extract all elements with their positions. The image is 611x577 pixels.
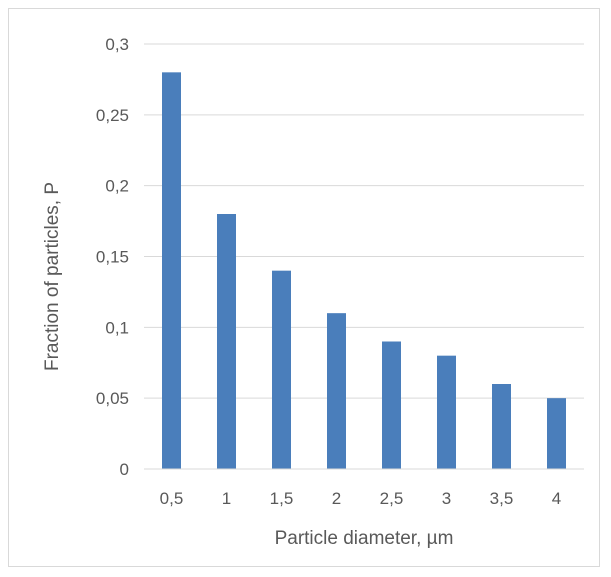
y-axis-title: Fraction of particles, P	[42, 182, 63, 371]
y-tick-label: 0,2	[105, 177, 129, 196]
y-tick-labels: 0 0,05 0,1 0,15 0,2 0,25 0,3	[96, 35, 129, 479]
x-tick-label: 1,5	[270, 489, 294, 508]
y-tick-label: 0,05	[96, 389, 129, 408]
bar	[162, 72, 181, 469]
bar	[217, 214, 236, 469]
x-tick-label: 2,5	[380, 489, 404, 508]
x-tick-label: 1	[222, 489, 231, 508]
bar	[547, 398, 566, 469]
bar	[272, 270, 291, 469]
y-tick-label: 0,15	[96, 248, 129, 267]
chart-frame	[8, 8, 600, 567]
y-tick-label: 0,3	[105, 35, 129, 54]
x-tick-label: 3	[442, 489, 451, 508]
y-tick-label: 0,1	[105, 318, 129, 337]
bar	[437, 355, 456, 469]
bars	[162, 72, 566, 469]
bar	[327, 313, 346, 469]
x-axis-title: Particle diameter, µm	[275, 528, 454, 549]
x-tick-label: 4	[552, 489, 561, 508]
x-tick-label: 3,5	[490, 489, 514, 508]
x-tick-labels: 0,5 1 1,5 2 2,5 3 3,5 4	[160, 489, 562, 508]
bar	[492, 384, 511, 469]
y-tick-label: 0,25	[96, 106, 129, 125]
x-tick-label: 0,5	[160, 489, 184, 508]
x-tick-label: 2	[332, 489, 341, 508]
y-tick-label: 0	[120, 460, 129, 479]
bar	[382, 341, 401, 469]
gridlines	[144, 43, 584, 399]
